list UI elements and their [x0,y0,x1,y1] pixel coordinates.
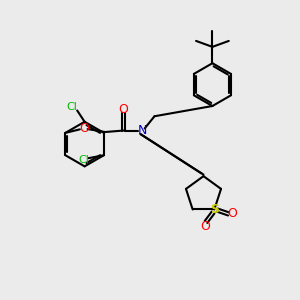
Text: N: N [137,124,147,137]
Text: Cl: Cl [67,102,78,112]
Text: O: O [79,122,89,135]
Text: O: O [227,208,237,220]
Text: O: O [118,103,128,116]
Text: Cl: Cl [78,155,89,165]
Text: O: O [200,220,210,232]
Text: S: S [210,203,219,216]
